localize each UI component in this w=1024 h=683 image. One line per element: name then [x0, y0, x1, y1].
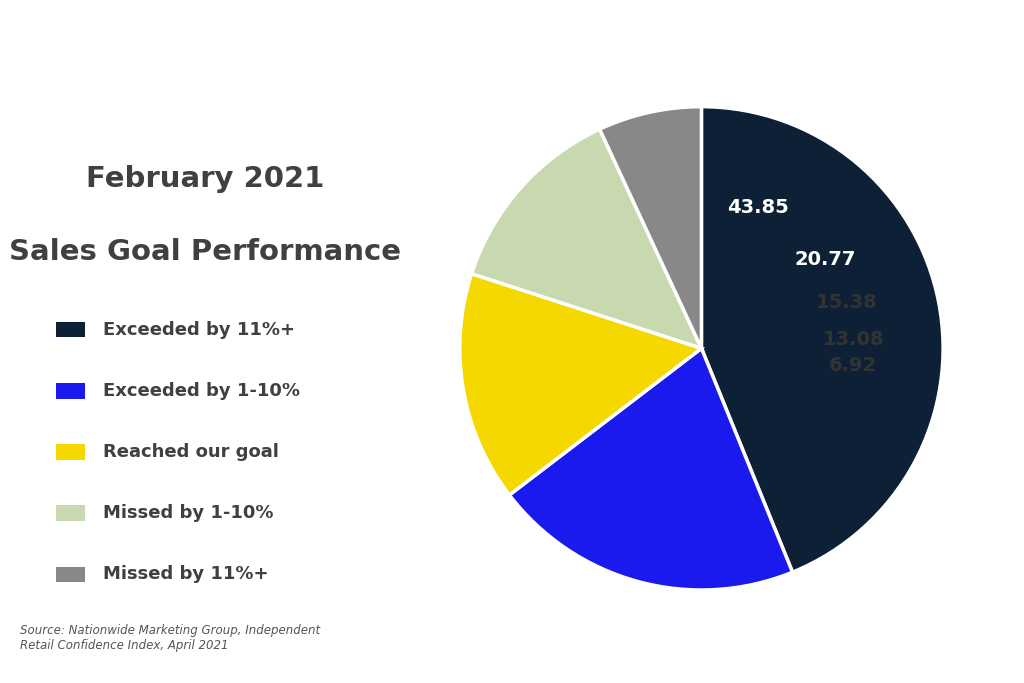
Text: Reached our goal: Reached our goal — [103, 443, 280, 461]
Text: nationwide: nationwide — [159, 31, 266, 50]
Wedge shape — [701, 107, 943, 572]
Text: Source: Nationwide Marketing Group, Independent
Retail Confidence Index, April 2: Source: Nationwide Marketing Group, Inde… — [20, 624, 321, 652]
Text: 43.85: 43.85 — [727, 197, 790, 217]
Text: Sales Goal Performance: Sales Goal Performance — [9, 238, 400, 266]
Text: Missed by 11%+: Missed by 11%+ — [103, 566, 269, 583]
Text: Exceeded by 11%+: Exceeded by 11%+ — [103, 320, 295, 339]
Wedge shape — [600, 107, 701, 348]
Text: marketing: marketing — [159, 57, 258, 76]
Bar — [56, 505, 85, 521]
Text: 6.92: 6.92 — [828, 356, 877, 375]
Bar — [56, 322, 85, 337]
Text: April 2021: April 2021 — [651, 82, 844, 115]
Text: group: group — [159, 84, 215, 103]
Bar — [56, 383, 85, 399]
Text: Exceeded by 1-10%: Exceeded by 1-10% — [103, 382, 300, 400]
Text: 15.38: 15.38 — [815, 292, 878, 311]
Wedge shape — [509, 348, 793, 590]
Bar — [56, 567, 85, 582]
Wedge shape — [472, 129, 701, 348]
Text: February 2021: February 2021 — [86, 165, 324, 193]
Wedge shape — [460, 274, 701, 495]
Text: 20.77: 20.77 — [795, 250, 856, 269]
Text: Missed by 1-10%: Missed by 1-10% — [103, 504, 274, 522]
Text: 13.08: 13.08 — [822, 330, 884, 348]
Text: February Sales Performance: February Sales Performance — [481, 28, 1014, 61]
Bar — [56, 444, 85, 460]
